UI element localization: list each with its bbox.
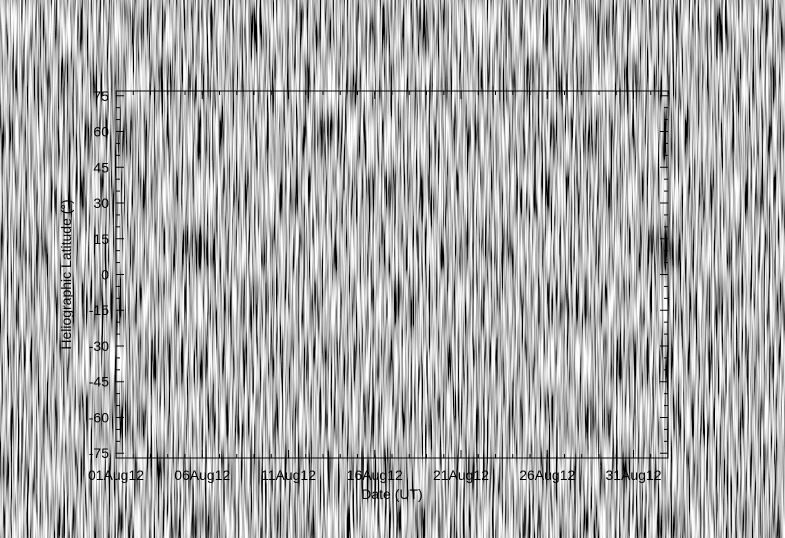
chart-title: STEREO Heliospheric Imager <box>259 37 526 59</box>
x-axis-label: Date (UT) <box>361 486 422 502</box>
subtitle-subscript: s <box>429 73 435 85</box>
x-tick-label: 31Aug12 <box>605 467 661 483</box>
y-tick-label: 60 <box>93 124 109 140</box>
x-tick-label: 26Aug12 <box>519 467 575 483</box>
x-tick-label: 06Aug12 <box>174 467 230 483</box>
y-tick-label: -45 <box>89 374 109 390</box>
y-tick-label: -30 <box>89 338 109 354</box>
data-segment-2 <box>271 98 479 420</box>
y-tick-label: 75 <box>93 88 109 104</box>
data-segment-1 <box>116 98 220 420</box>
data-segment-3 <box>478 100 651 423</box>
y-tick-label: -15 <box>89 302 109 318</box>
y-tick-label: 15 <box>93 231 109 247</box>
chart-subtitle: HI-1A: 40Rs <box>0 66 785 85</box>
subtitle-main: HI-1A: 40R <box>350 66 430 83</box>
plot-area <box>116 91 668 458</box>
y-tick-label: 30 <box>93 195 109 211</box>
y-axis-label: Heliographic Latitude (°) <box>58 199 74 349</box>
axes: 75 60 45 30 15 0 -15 -30 -45 -60 -75 01Aug12 06Aug12… <box>58 88 669 502</box>
y-tick-label: 45 <box>93 159 109 175</box>
x-tick-label: 01Aug12 <box>88 467 144 483</box>
y-tick-label: -75 <box>89 445 109 461</box>
x-tick-label: 21Aug12 <box>433 467 489 483</box>
x-tick-label: 11Aug12 <box>261 467 316 483</box>
credit-label: Rutherford Appleton Laboratory <box>526 491 666 502</box>
y-tick-label: 0 <box>101 267 109 283</box>
y-tick-label: -60 <box>89 409 109 425</box>
x-tick-label: 16Aug12 <box>347 467 403 483</box>
